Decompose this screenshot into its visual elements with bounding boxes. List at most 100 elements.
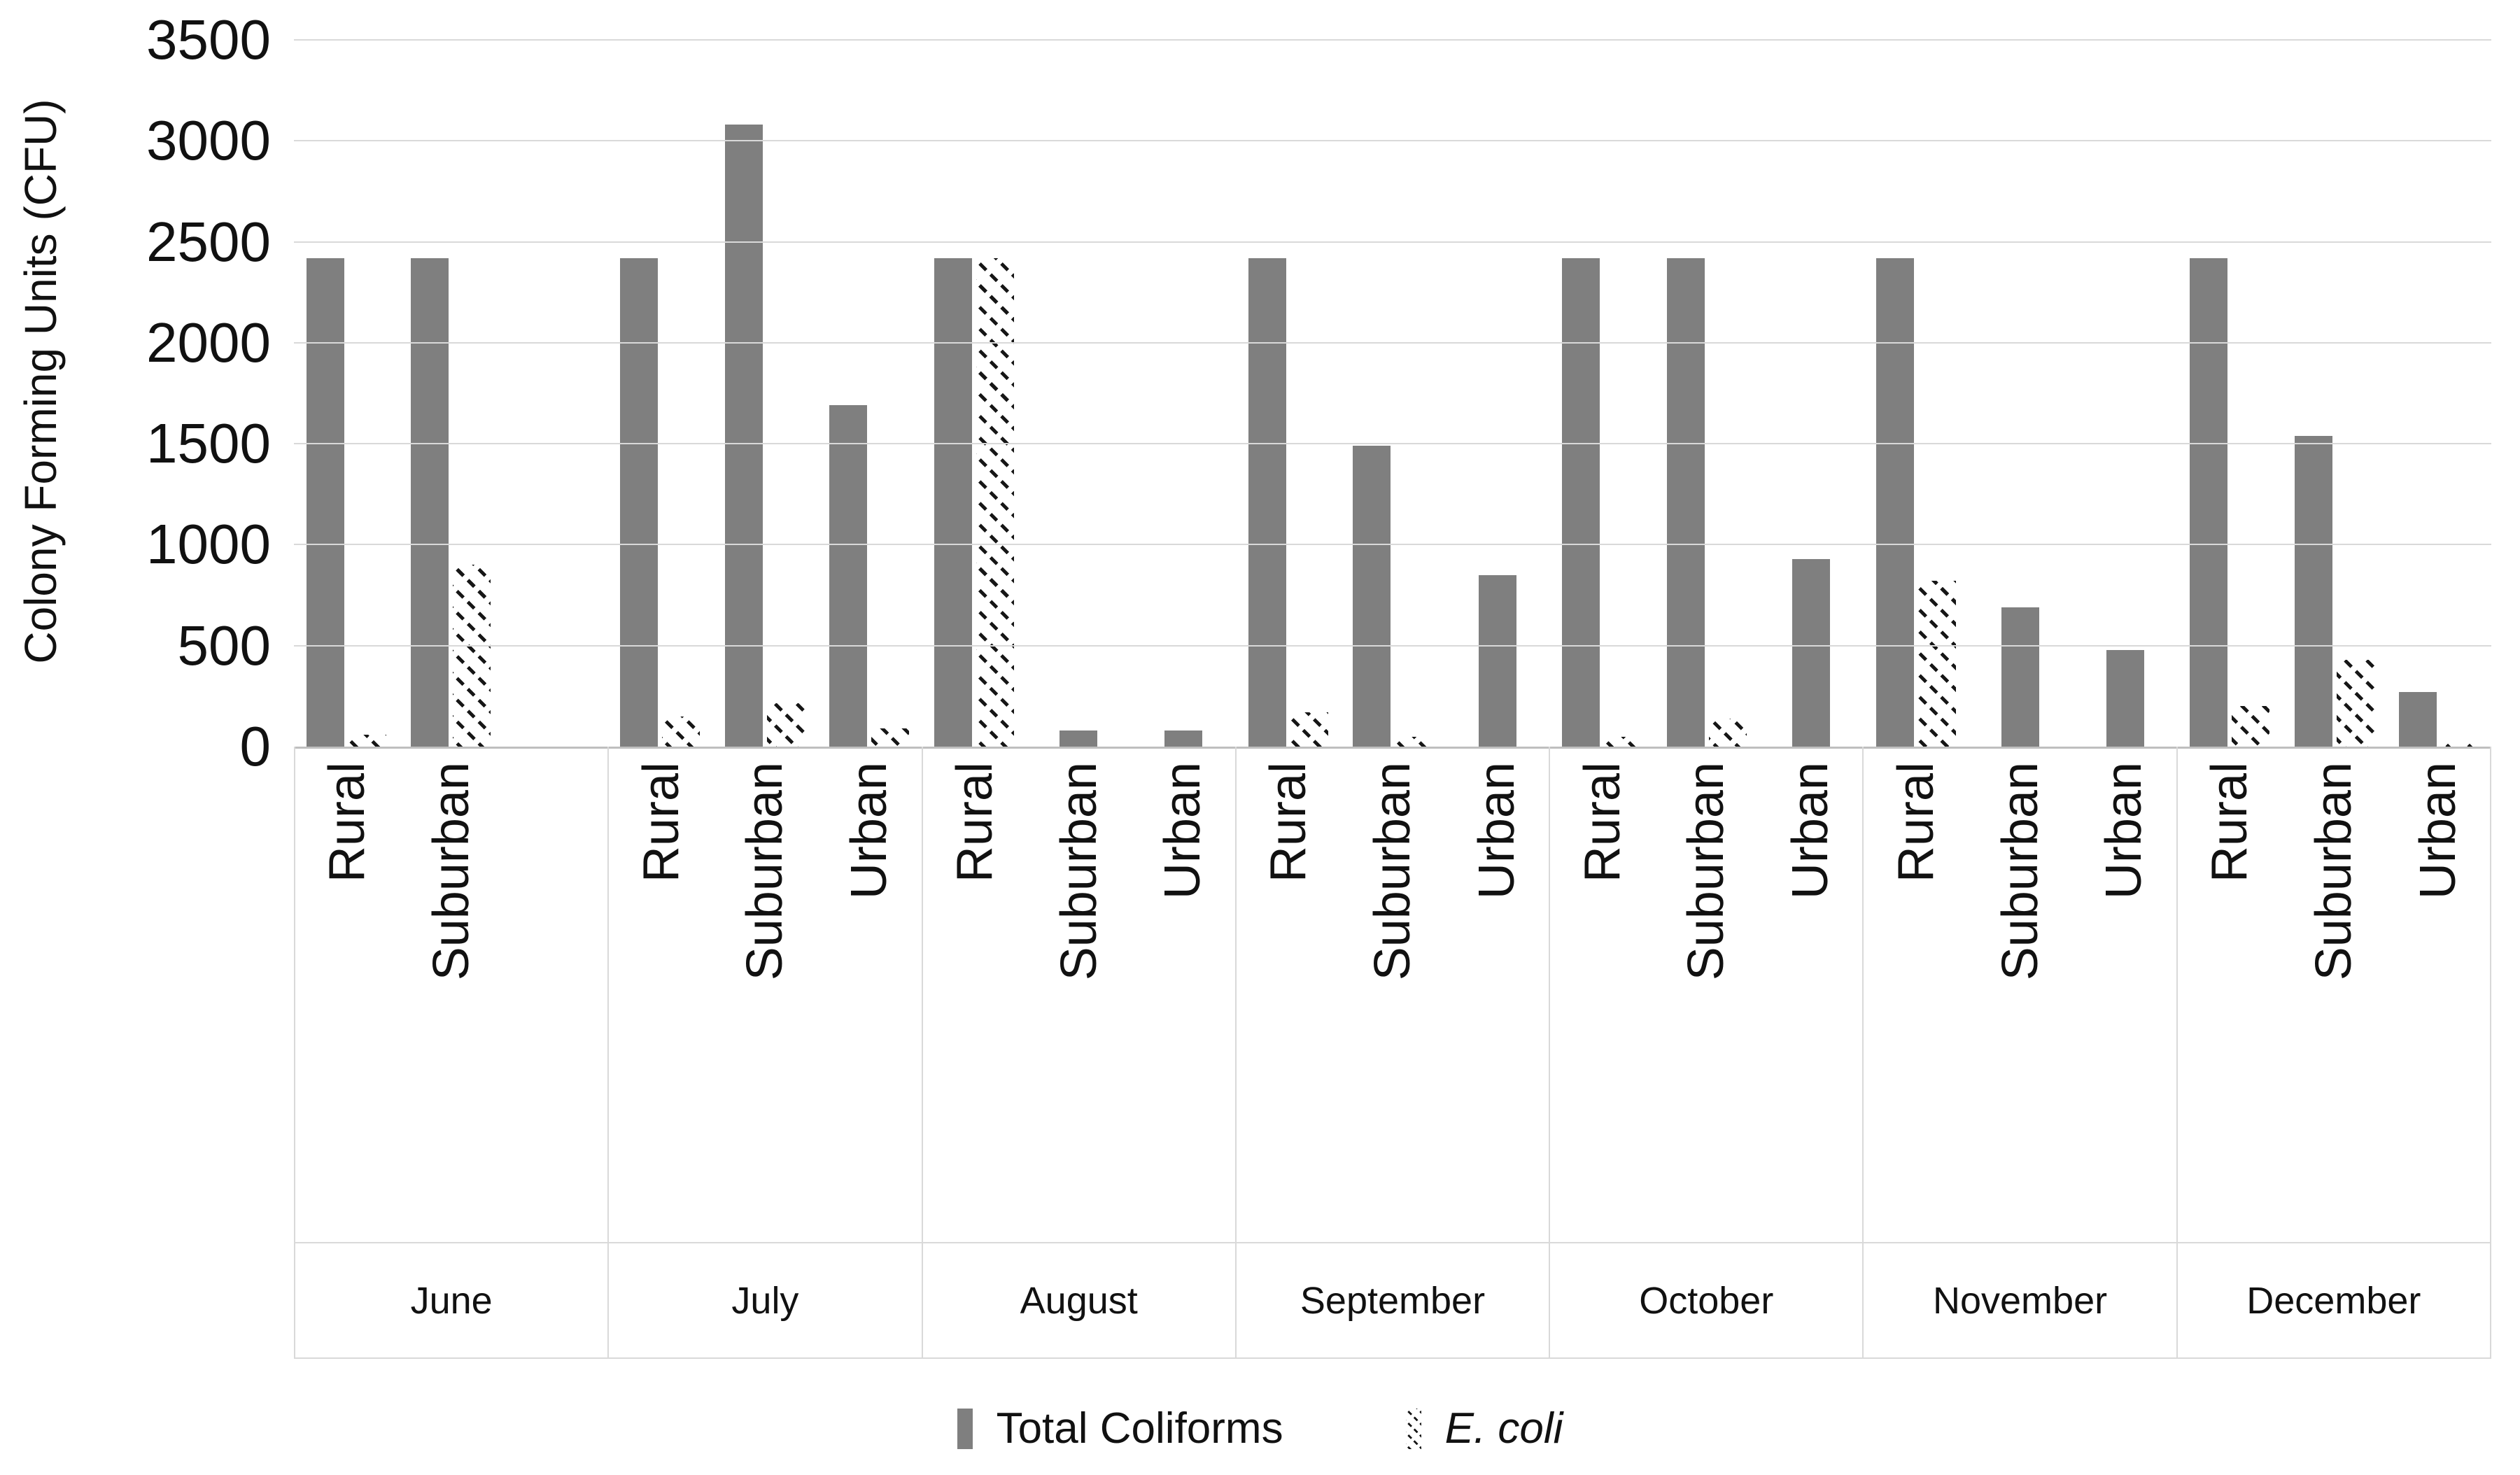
bar-pair [1792, 40, 1831, 747]
location-label-group: Rural Suburban Urban [1864, 747, 2178, 1242]
location-label-cell: Rural [2178, 747, 2282, 1242]
total-coliforms-bar [2190, 257, 2228, 747]
month-label-cell: October [1550, 1243, 1864, 1357]
bar-pair [1353, 40, 1433, 747]
location-label-cell: Rural [923, 747, 1027, 1242]
legend-swatch-e-coli [1405, 1408, 1421, 1449]
bar-slot [608, 40, 713, 747]
e-coli-bar [1290, 712, 1328, 747]
bar-pair [1478, 40, 1516, 747]
e-coli-bar [871, 728, 910, 747]
gridline [294, 544, 2491, 546]
location-label-cell: Rural [1550, 747, 1654, 1242]
location-label-group: Rural Suburban Urban [2178, 747, 2491, 1242]
location-label-cell: Suburban [1654, 747, 1759, 1242]
location-label-group: Rural Suburban Urban [1237, 747, 1551, 1242]
location-label: Rural [1887, 762, 1944, 883]
e-coli-bar [1604, 736, 1642, 747]
legend-item: Total Coliforms [957, 1404, 1283, 1453]
bar-slot [1759, 40, 1864, 747]
month-label-row: June July August September October November De… [294, 1243, 2491, 1359]
bar-pair [1562, 40, 1642, 747]
month-label-cell: November [1864, 1243, 2178, 1357]
month-label: October [1639, 1279, 1774, 1322]
e-coli-bar [1708, 718, 1747, 747]
location-label: Rural [946, 762, 1003, 883]
bar-slot [1340, 40, 1445, 747]
bar-slot [1027, 40, 1132, 747]
legend: Total Coliforms E. coli [0, 1382, 2520, 1475]
location-label-group: Rural Suburban [294, 747, 610, 1242]
total-coliforms-bar [306, 257, 344, 747]
gridline [294, 644, 2491, 647]
month-group [294, 40, 608, 747]
location-label: Rural [2202, 762, 2258, 883]
location-label-cell: Suburban [713, 747, 817, 1242]
location-label: Urban [1468, 762, 1525, 900]
total-coliforms-bar [2106, 649, 2144, 747]
month-label: June [410, 1279, 493, 1322]
location-label: Urban [841, 762, 898, 900]
bar-pair [2190, 40, 2270, 747]
y-tick-label: 500 [177, 614, 271, 677]
bar-slot [2177, 40, 2282, 747]
total-coliforms-bar [934, 257, 972, 747]
gridline [294, 443, 2491, 445]
location-label: Suburban [2305, 762, 2362, 981]
location-label-group: Rural Suburban Urban [923, 747, 1237, 1242]
month-label: August [1020, 1279, 1138, 1322]
y-tick-label: 1000 [146, 513, 271, 576]
month-label: July [731, 1279, 799, 1322]
total-coliforms-bar [2399, 692, 2437, 747]
total-coliforms-bar [724, 125, 763, 747]
month-label: December [2246, 1279, 2421, 1322]
total-coliforms-bar [620, 257, 659, 747]
bar-pair [411, 40, 491, 747]
bar-slot [1445, 40, 1550, 747]
location-label-cell [504, 747, 608, 1242]
month-label-cell: June [294, 1243, 610, 1357]
e-coli-bar [766, 703, 805, 747]
total-coliforms-bar [1875, 257, 1914, 747]
location-label: Suburban [1992, 762, 2048, 981]
total-coliforms-bar [829, 405, 868, 747]
location-label: Rural [633, 762, 689, 883]
y-axis-ticks: 0 500 1000 1500 2000 2500 3000 3500 [0, 12, 283, 775]
location-label: Suburban [423, 762, 480, 981]
location-label-cell: Rural [295, 747, 400, 1242]
bar-slot [2073, 40, 2178, 747]
location-label-cell: Rural [1237, 747, 1341, 1242]
month-group [1864, 40, 2178, 747]
bar-pair [1164, 40, 1202, 747]
bar-slot [1968, 40, 2073, 747]
location-label-cell: Urban [2072, 747, 2176, 1242]
month-group [1549, 40, 1864, 747]
month-label-cell: December [2178, 1243, 2491, 1357]
location-label: Suburban [1364, 762, 1421, 981]
total-coliforms-bar [1666, 257, 1705, 747]
bar-pair [2001, 40, 2040, 747]
month-group [922, 40, 1236, 747]
total-coliforms-bar [1060, 730, 1098, 747]
total-coliforms-bar [1562, 257, 1600, 747]
total-coliforms-bar [2294, 435, 2332, 747]
legend-label: E. coli [1444, 1404, 1563, 1453]
e-coli-bar [2232, 706, 2270, 747]
bar-pair [1875, 40, 1956, 747]
month-label-cell: July [609, 1243, 923, 1357]
location-label-cell: Suburban [1968, 747, 2072, 1242]
y-tick-label: 1500 [146, 412, 271, 475]
bar-slot [294, 40, 399, 747]
location-label-cell: Suburban [2281, 747, 2386, 1242]
y-tick-label: 2500 [146, 210, 271, 273]
month-group [2177, 40, 2491, 747]
bar-slot [503, 40, 608, 747]
location-label: Rural [319, 762, 376, 883]
total-coliforms-bar [1248, 257, 1286, 747]
e-coli-bar [348, 734, 386, 747]
total-coliforms-bar [1478, 574, 1516, 747]
month-label: November [1933, 1279, 2108, 1322]
bar-pair [1060, 40, 1098, 747]
location-label-cell: Rural [1864, 747, 1968, 1242]
bar-pair [2106, 40, 2144, 747]
